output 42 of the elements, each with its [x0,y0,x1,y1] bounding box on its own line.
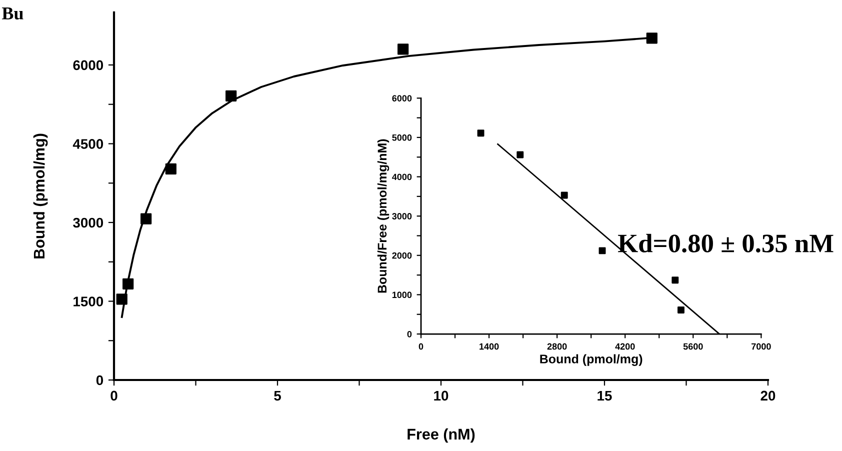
point [122,278,134,290]
point [516,151,524,158]
point [140,213,152,224]
x-tick-label: 2800 [547,343,567,350]
point [116,294,128,305]
y-axis-title: Bound/Free (pmol/mg/nM) [377,139,390,293]
x-axis-title: Bound (pmol/mg) [540,354,642,366]
y-axis-title: Bound (pmol/mg) [33,134,48,258]
x-tick-label: 1400 [480,343,499,350]
x-tick-label: 0 [110,390,118,401]
y-tick-label: 1000 [392,292,412,298]
point [165,163,176,174]
x-tick-label: 10 [434,390,448,401]
y-tick-label: 4000 [392,174,412,180]
y-tick-label: 0 [407,330,412,338]
y-tick-label: 6000 [73,60,104,70]
x-tick-label: 15 [598,390,612,401]
y-tick-label: 3000 [73,218,104,228]
x-tick-label: 5600 [683,343,703,350]
point [672,276,679,284]
y-tick-label: 0 [96,375,104,386]
y-tick-label: 1500 [74,296,104,306]
point [560,192,568,199]
x-tick-label: 4200 [615,343,635,350]
point [646,32,658,44]
point [477,130,484,137]
point [398,44,409,55]
point [598,247,606,254]
annotation: Kd=0.80 ± 0.35 nM [618,234,834,253]
text: Bu [2,7,24,20]
x-tick-label: 0 [418,343,424,350]
x-tick-label: 5 [274,390,281,401]
x-tick-label: 20 [760,390,776,401]
point [226,90,237,102]
y-tick-label: 2000 [392,252,412,259]
y-tick-label: 6000 [392,95,412,102]
x-axis-title: Free (nM) [408,428,475,443]
y-tick-label: 5000 [392,134,412,141]
point [678,306,684,314]
x-tick-label: 7000 [752,343,771,350]
y-tick-label: 4500 [72,139,104,149]
y-tick-label: 3000 [392,213,412,220]
